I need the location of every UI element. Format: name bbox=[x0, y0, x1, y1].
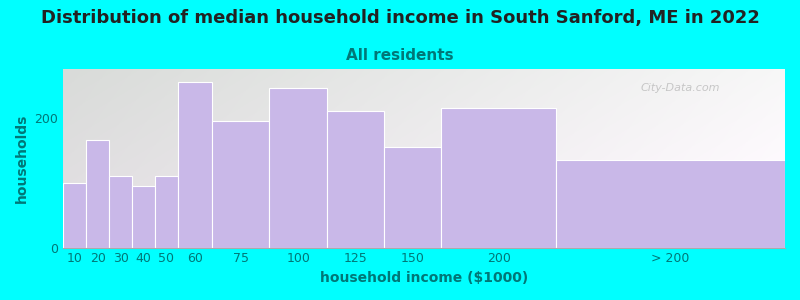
Bar bbox=[155, 176, 178, 248]
Bar bbox=[178, 82, 212, 248]
Bar bbox=[326, 111, 384, 248]
Bar bbox=[212, 121, 270, 248]
Bar bbox=[556, 160, 785, 248]
Y-axis label: households: households bbox=[15, 114, 29, 203]
X-axis label: household income ($1000): household income ($1000) bbox=[320, 271, 528, 285]
Bar bbox=[63, 183, 86, 248]
Bar bbox=[132, 186, 155, 248]
Bar bbox=[270, 88, 326, 248]
Text: City-Data.com: City-Data.com bbox=[641, 83, 720, 93]
Bar bbox=[109, 176, 132, 248]
Bar bbox=[384, 147, 442, 248]
Bar bbox=[442, 108, 556, 248]
Text: Distribution of median household income in South Sanford, ME in 2022: Distribution of median household income … bbox=[41, 9, 759, 27]
Bar bbox=[86, 140, 109, 248]
Text: All residents: All residents bbox=[346, 48, 454, 63]
